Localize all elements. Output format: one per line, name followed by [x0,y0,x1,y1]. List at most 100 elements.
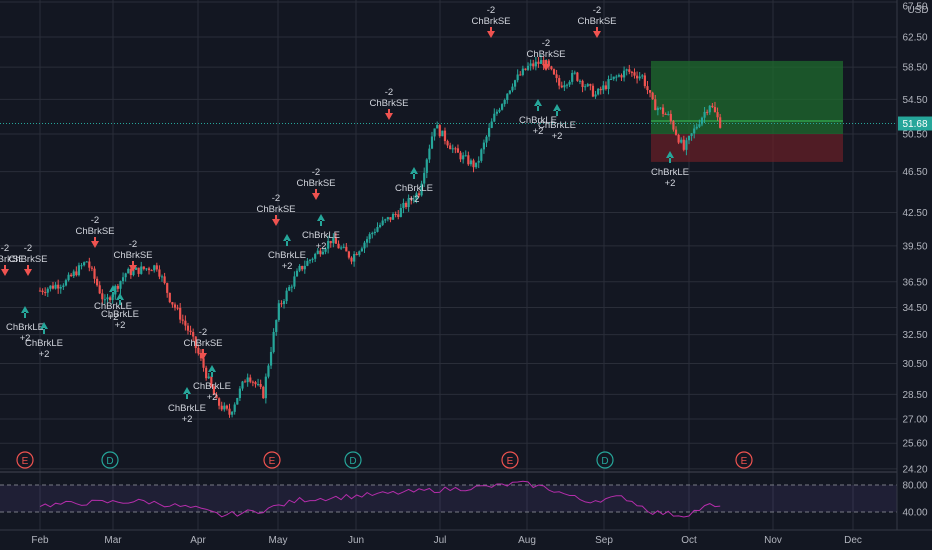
candle-body [410,198,413,201]
candle-body [713,107,717,113]
candle-body [560,85,563,88]
earnings-icon [735,451,753,469]
candle-body [412,199,415,201]
candle-body [417,193,421,196]
candle-body [147,268,151,271]
long-signal-label: ChBrkLE [395,183,433,194]
month-tick-label: Apr [190,535,206,546]
short-arrow-icon [129,261,137,272]
long-signal-qty: +2 [182,414,193,425]
candle-body [301,265,304,270]
candle-body [394,213,397,215]
event-label: D [106,456,113,467]
candle-body [659,107,662,109]
short-signal-label: ChBrkSE [471,16,510,27]
candle-body [275,320,278,332]
candle-body [376,227,379,232]
candle-body [661,107,665,114]
candle-body [534,61,537,67]
candle-body [669,113,672,122]
candle-body [96,278,99,286]
long-arrow-icon [183,387,191,399]
long-arrow-icon [283,234,291,246]
candle-body [119,281,122,289]
rsi-line [39,480,721,518]
candle-body [446,141,449,146]
candle-body [44,292,47,294]
candle-body [194,336,197,348]
price-tick-label: 30.50 [902,359,927,370]
candle-body [282,301,286,305]
chart-grid [0,0,897,530]
candle-body [381,220,384,225]
candle-body [103,299,106,301]
candle-body [464,155,467,157]
rsi-pane[interactable] [0,480,897,518]
candle-body [134,267,138,270]
candle-body [306,260,309,266]
candle-body [111,294,114,301]
candle-body [693,128,696,134]
short-arrow-icon [91,237,99,248]
long-arrow-icon [116,293,124,305]
rsi-tick-label: 40.00 [902,508,927,519]
candle-body [153,265,156,271]
last-price-label: 51.68 [902,119,927,130]
candle-body [591,85,595,97]
candle-body [550,66,553,70]
candle-body [163,276,166,284]
time-axis[interactable]: Feb Mar Apr May Jun Jul Aug Sep Oct Nov Dec [0,529,932,550]
short-arrow-icon [312,189,320,200]
candle-body [628,69,631,72]
candle-body [571,73,574,82]
short-signal-qty: -2 [542,38,550,49]
candle-body [454,148,457,150]
long-arrow-icon [410,167,418,179]
candle-body [321,251,325,255]
candle-body [360,248,364,252]
candle-body [70,274,73,277]
price-tick-label: 28.50 [902,390,927,401]
candle-body [513,80,517,87]
candle-body [506,93,509,100]
candle-body [488,127,491,137]
long-arrow-icon [534,99,542,111]
candle-body [703,111,706,118]
month-tick-label: Jun [348,535,364,546]
long-signal-label: ChBrkLE [519,115,557,126]
short-signal-label: ChBrkSE [113,250,152,261]
candle-body [391,213,395,220]
candle-body [493,113,496,122]
candle-body [236,397,239,405]
candle-body [716,112,719,118]
candle-body [205,367,208,379]
candle-body [186,325,190,331]
price-axis[interactable]: 67.50 62.50 58.50 54.50 50.50 46.50 42.50 39.50… [896,0,932,550]
candle-body [80,265,83,267]
candle-body [654,99,657,111]
candle-body [638,76,641,79]
candle-body [272,331,275,352]
candle-body [295,270,299,277]
candle-body [641,75,644,77]
candle-body [337,243,340,249]
candle-body [384,219,387,221]
candle-body [116,285,119,289]
candle-body [589,84,592,86]
candle-body [469,160,473,165]
candle-body [41,290,44,293]
candle-body [420,183,423,196]
candle-body [480,149,483,161]
long-signal-label: ChBrkLE [193,381,231,392]
candle-body [140,266,143,274]
short-signal-qty: -2 [385,87,393,98]
candle-body [350,257,353,262]
candle-body [132,269,135,276]
month-tick-label: Dec [844,535,862,546]
price-tick-label: 27.00 [902,415,927,426]
candle-body [402,202,405,209]
short-signal-qty: -2 [593,5,601,16]
candle-body [602,85,605,91]
candle-body [573,72,576,74]
